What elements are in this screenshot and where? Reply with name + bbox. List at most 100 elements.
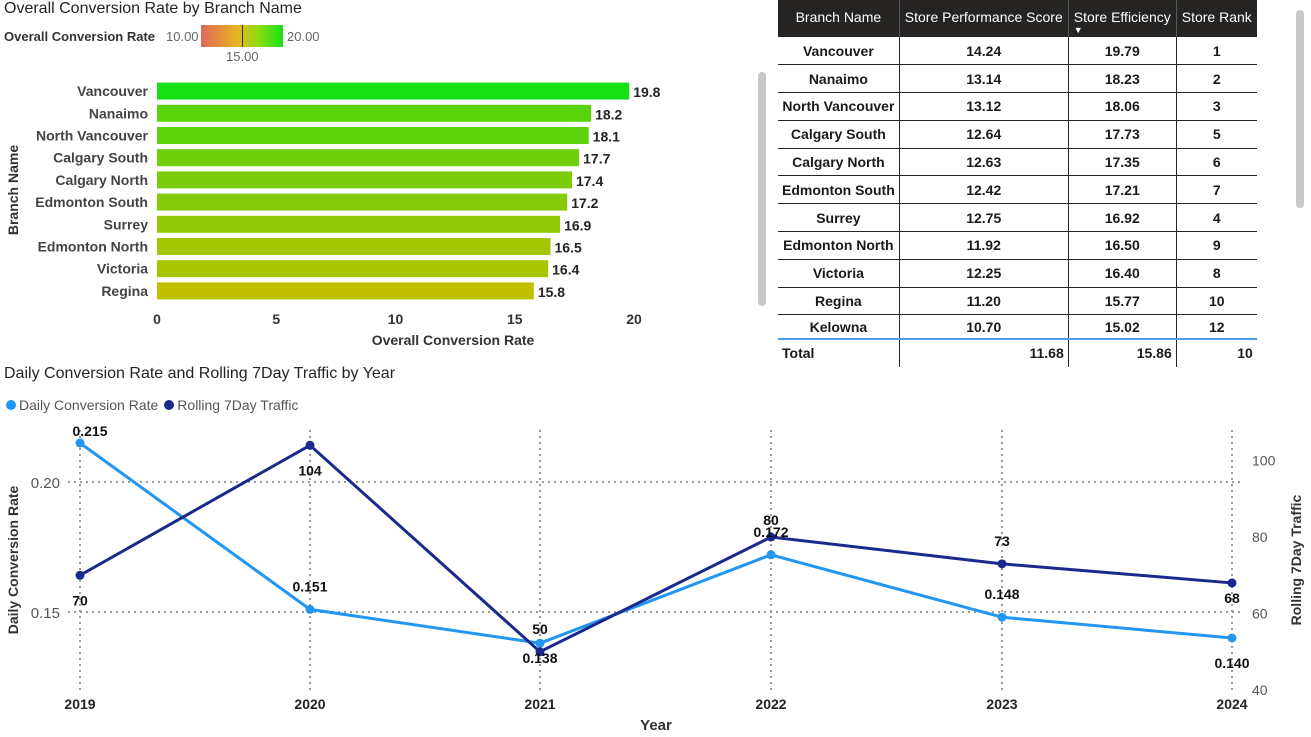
y-tick-label: 0.15 (31, 605, 60, 622)
column-header-store-rank[interactable]: Store Rank (1176, 0, 1257, 37)
data-point[interactable] (766, 532, 776, 542)
cell-performance-score: 12.25 (899, 259, 1069, 288)
bar-chart-title: Overall Conversion Rate by Branch Name (4, 0, 302, 17)
y-tick-label: 0.20 (31, 475, 60, 492)
store-table: Branch Name Store Performance Score Stor… (778, 0, 1257, 367)
data-label: 0.172 (753, 524, 788, 540)
bar[interactable] (157, 215, 561, 233)
data-point[interactable] (1227, 578, 1237, 588)
series-line-rolling-7day-traffic[interactable] (79, 443, 1233, 654)
table-total-row: Total 11.68 15.86 10 (778, 338, 1257, 367)
bar[interactable] (157, 127, 589, 144)
cell-branch-name: Nanaimo (778, 64, 900, 94)
bar[interactable] (157, 171, 572, 189)
y2-axis-title: Rolling 7Day Traffic (1288, 494, 1304, 625)
bar-category-label: Nanaimo (89, 105, 148, 121)
x-tick-label: 10 (388, 311, 404, 327)
bar-data-label: 16.4 (552, 262, 579, 278)
bar-category-label: Surrey (104, 216, 149, 232)
cell-rank: 12 (1176, 314, 1257, 340)
data-point[interactable] (997, 559, 1007, 569)
store-table-visual[interactable]: Branch Name Store Performance Score Stor… (778, 0, 1308, 367)
series-line-daily-conversion-rate[interactable] (79, 441, 1233, 645)
cell-rank: 7 (1176, 175, 1257, 205)
bar-category-label: Edmonton North (38, 239, 148, 255)
cell-efficiency: 16.92 (1068, 203, 1177, 233)
bar-chart-visual[interactable]: Overall Conversion Rate by Branch Name O… (0, 0, 766, 352)
x-tick-label: 2019 (64, 696, 95, 712)
bar-category-label: Edmonton South (35, 194, 148, 210)
bar-data-label: 18.2 (595, 106, 622, 122)
table-row[interactable]: Regina 11.20 15.77 10 (778, 287, 1257, 316)
column-header-branch-name[interactable]: Branch Name (778, 0, 900, 37)
cell-efficiency: 17.73 (1068, 120, 1177, 149)
cell-efficiency: 18.23 (1068, 64, 1177, 94)
table-row[interactable]: Edmonton North 11.92 16.50 9 (778, 231, 1257, 260)
color-legend-min: 10.00 (166, 29, 199, 44)
cell-performance-score: 12.42 (899, 175, 1069, 205)
data-label: 0.148 (984, 586, 1019, 602)
cell-branch-name: Edmonton South (778, 175, 900, 205)
data-point[interactable] (997, 612, 1007, 622)
data-point[interactable] (75, 570, 85, 580)
cell-rank: 3 (1176, 92, 1257, 121)
y2-tick-label: 40 (1252, 682, 1268, 698)
data-point[interactable] (535, 638, 545, 648)
bar-chart-plot: Vancouver 19.8 Nanaimo 18.2 North Vancouver 1… (5, 82, 661, 348)
bar[interactable] (157, 238, 551, 255)
cell-branch-name: Calgary North (778, 148, 900, 177)
bar[interactable] (157, 82, 630, 100)
bar[interactable] (157, 149, 580, 167)
data-label: 73 (994, 533, 1010, 549)
column-header-store-performance-score[interactable]: Store Performance Score (899, 0, 1069, 37)
data-point[interactable] (766, 550, 776, 560)
table-row[interactable]: Kelowna 10.70 15.02 12 (778, 314, 1257, 340)
bar-chart-scrollbar[interactable] (758, 72, 766, 306)
total-label: Total (778, 338, 900, 367)
data-label: 70 (72, 592, 88, 608)
cell-rank: 2 (1176, 64, 1257, 94)
cell-performance-score: 10.70 (899, 314, 1069, 340)
bar-data-label: 16.5 (555, 240, 582, 256)
cell-efficiency: 16.40 (1068, 259, 1177, 288)
table-row[interactable]: Victoria 12.25 16.40 8 (778, 259, 1257, 288)
bar[interactable] (157, 104, 592, 122)
cell-branch-name: Calgary South (778, 120, 900, 149)
data-label: 0.140 (1214, 655, 1249, 671)
data-point[interactable] (305, 440, 315, 450)
legend-dot-icon (164, 400, 175, 410)
table-scrollbar[interactable] (1296, 10, 1304, 208)
table-row[interactable]: Nanaimo 13.14 18.23 2 (778, 64, 1257, 94)
cell-branch-name: North Vancouver (778, 92, 900, 121)
color-legend-mid-marker (242, 25, 243, 47)
data-point[interactable] (1227, 633, 1237, 643)
data-point[interactable] (535, 647, 545, 657)
bar-category-label: Vancouver (77, 83, 148, 99)
table-row[interactable]: Surrey 12.75 16.92 4 (778, 203, 1257, 233)
table-row[interactable]: Calgary North 12.63 17.35 6 (778, 148, 1257, 177)
legend-item-rolling-7day-traffic[interactable]: Rolling 7Day Traffic (164, 397, 298, 413)
line-chart-visual[interactable]: Daily Conversion Rate and Rolling 7Day T… (0, 360, 1311, 737)
cell-performance-score: 13.12 (899, 92, 1069, 121)
cell-performance-score: 13.14 (899, 64, 1069, 94)
column-header-store-efficiency[interactable]: Store Efficiency ▼ (1068, 0, 1177, 37)
cell-rank: 1 (1176, 37, 1257, 66)
table-row[interactable]: Calgary South 12.64 17.73 5 (778, 120, 1257, 149)
color-legend-mid: 15.00 (226, 49, 259, 64)
table-row[interactable]: Edmonton South 12.42 17.21 7 (778, 175, 1257, 205)
bar-data-label: 19.8 (633, 84, 660, 100)
bar[interactable] (157, 193, 568, 211)
bar[interactable] (157, 260, 549, 278)
y-axis-title: Branch Name (5, 145, 21, 235)
table-row[interactable]: Vancouver 14.24 19.79 1 (778, 37, 1257, 66)
data-point[interactable] (305, 604, 315, 614)
cell-rank: 6 (1176, 148, 1257, 177)
table-row[interactable]: North Vancouver 13.12 18.06 3 (778, 92, 1257, 121)
bar[interactable] (157, 282, 534, 300)
data-point[interactable] (75, 438, 85, 448)
data-label: 50 (532, 621, 548, 637)
color-legend-max: 20.00 (287, 29, 320, 44)
data-label: 80 (763, 512, 779, 528)
data-label: 0.215 (72, 423, 107, 439)
legend-item-daily-conversion-rate[interactable]: Daily Conversion Rate (6, 397, 158, 413)
